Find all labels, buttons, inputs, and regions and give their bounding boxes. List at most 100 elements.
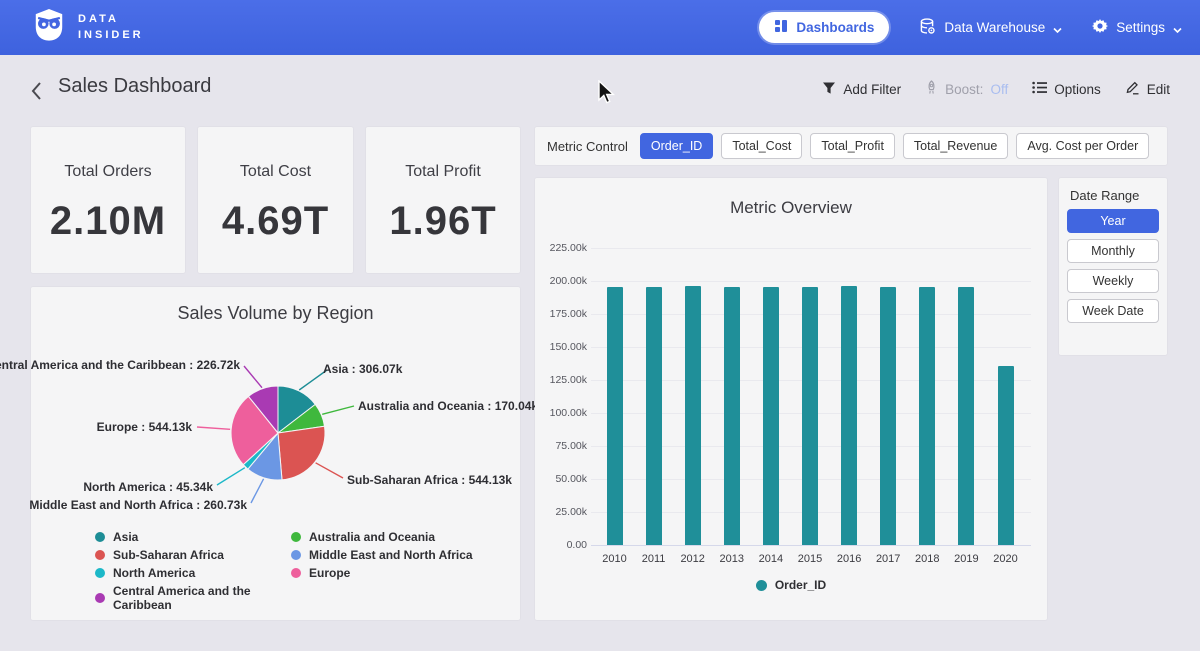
pie-legend-item[interactable]: Sub-Saharan Africa [95,548,291,562]
x-axis-tick-label: 2019 [946,553,986,565]
x-axis-tick-label: 2012 [673,553,713,565]
legend-label: North America [113,566,195,580]
y-axis-tick-label: 50.00k [539,473,587,485]
date-range-panel: Date Range Year Monthly Weekly Week Date [1059,178,1167,355]
pie-label-leader-line [322,406,354,414]
kpi-label: Total Orders [31,163,185,181]
nav-settings-menu[interactable]: Settings [1092,18,1182,37]
bar-2018[interactable] [919,287,935,545]
pie-slice[interactable] [278,426,325,480]
edit-pencil-icon [1125,80,1140,98]
y-axis-tick-label: 125.00k [539,374,587,386]
dashboards-grid-icon [774,19,788,36]
bar-2014[interactable] [763,287,779,545]
legend-label: Central America and the Caribbean [113,584,291,612]
pie-legend-item[interactable]: Middle East and North Africa [291,548,473,562]
database-icon [919,18,936,38]
bar-chart[interactable]: 0.0025.00k50.00k75.00k100.00k125.00k150.… [535,178,1047,620]
pie-label-leader-line [197,427,230,429]
pie-slice-label: Central America and the Caribbean : 226.… [0,358,240,372]
pie-slice-label: Middle East and North Africa : 260.73k [29,498,247,512]
bar-chart-legend[interactable]: Order_ID [535,578,1047,592]
date-range-weekly-button[interactable]: Weekly [1067,269,1159,293]
pie-label-leader-line [217,468,245,485]
legend-dot-icon [291,568,301,578]
pie-slice-label: Europe : 544.13k [97,420,192,434]
brand-name: DATA INSIDER [78,12,144,44]
y-axis-tick-label: 0.00 [539,539,587,551]
nav-data-warehouse-menu[interactable]: Data Warehouse [919,18,1062,38]
kpi-value: 1.96T [366,199,520,244]
date-range-monthly-button[interactable]: Monthly [1067,239,1159,263]
add-filter-button[interactable]: Add Filter [822,81,901,98]
pie-label-leader-line [244,366,262,388]
x-axis-tick-label: 2017 [868,553,908,565]
pie-slice-label: Sub-Saharan Africa : 544.13k [347,473,512,487]
legend-dot-icon [756,580,767,591]
chevron-down-icon [1173,23,1182,32]
bar-2020[interactable] [998,366,1014,545]
boost-toggle[interactable]: Boost: Off [925,80,1008,98]
legend-label: Asia [113,530,138,544]
bar-2017[interactable] [880,287,896,545]
x-axis-tick-label: 2018 [907,553,947,565]
kpi-label: Total Cost [198,163,353,181]
legend-label: Sub-Saharan Africa [113,548,224,562]
y-axis-tick-label: 150.00k [539,341,587,353]
y-axis-tick-label: 75.00k [539,440,587,452]
date-range-year-button[interactable]: Year [1067,209,1159,233]
page-header: Sales Dashboard Add Filter Boost: Off [0,55,1200,121]
y-axis-tick-label: 200.00k [539,275,587,287]
x-axis-tick-label: 2010 [595,553,635,565]
metric-button-total-profit[interactable]: Total_Profit [810,133,895,159]
pie-slice-label: North America : 45.34k [83,480,213,494]
x-axis-tick-label: 2020 [986,553,1026,565]
pie-legend-item[interactable]: Central America and the Caribbean [95,584,291,612]
nav-dashboards-button[interactable]: Dashboards [759,12,889,43]
legend-label: Order_ID [775,578,826,592]
gridline [591,248,1031,249]
metric-button-total-revenue[interactable]: Total_Revenue [903,133,1008,159]
x-axis-tick-label: 2016 [829,553,869,565]
legend-dot-icon [291,532,301,542]
pie-legend-item[interactable]: Europe [291,566,473,580]
pie-legend-item[interactable]: Asia [95,530,291,544]
boost-rocket-icon [925,80,938,98]
date-range-label: Date Range [1070,188,1167,203]
bar-2015[interactable] [802,287,818,545]
chevron-down-icon [1053,23,1062,32]
options-button[interactable]: Options [1032,81,1101,97]
kpi-card-total-cost: Total Cost 4.69T [198,127,353,273]
edit-button[interactable]: Edit [1125,80,1170,98]
bar-2019[interactable] [958,287,974,546]
pie-chart-card: Sales Volume by Region Asia : 306.07kAus… [31,287,520,620]
bar-2010[interactable] [607,287,623,545]
filter-funnel-icon [822,81,836,98]
metric-button-order-id[interactable]: Order_ID [640,133,713,159]
legend-dot-icon [291,550,301,560]
pie-slice-label: Australia and Oceania : 170.04k [358,399,538,413]
brand[interactable]: DATA INSIDER [30,8,144,47]
pie-legend: Asia Australia and Oceania Sub-Saharan Afr… [95,530,473,612]
y-axis-tick-label: 225.00k [539,242,587,254]
legend-dot-icon [95,568,105,578]
owl-logo-icon [30,8,68,47]
kpi-value: 4.69T [198,199,353,244]
sales-dashboard-app: DATA INSIDER Dashboards [0,0,1200,651]
kpi-card-total-profit: Total Profit 1.96T [366,127,520,273]
pie-label-leader-line [251,479,264,503]
y-axis-tick-label: 25.00k [539,506,587,518]
bar-2012[interactable] [685,286,701,546]
legend-dot-icon [95,550,105,560]
x-axis-tick-label: 2013 [712,553,752,565]
bar-2016[interactable] [841,286,857,546]
metric-button-total-cost[interactable]: Total_Cost [721,133,802,159]
pie-legend-item[interactable]: Australia and Oceania [291,530,473,544]
pie-legend-item[interactable]: North America [95,566,291,580]
bar-2013[interactable] [724,287,740,546]
back-button[interactable] [30,81,46,101]
bar-2011[interactable] [646,287,662,545]
metric-button-avg-cost-per-order[interactable]: Avg. Cost per Order [1016,133,1149,159]
date-range-week-date-button[interactable]: Week Date [1067,299,1159,323]
legend-dot-icon [95,593,105,603]
